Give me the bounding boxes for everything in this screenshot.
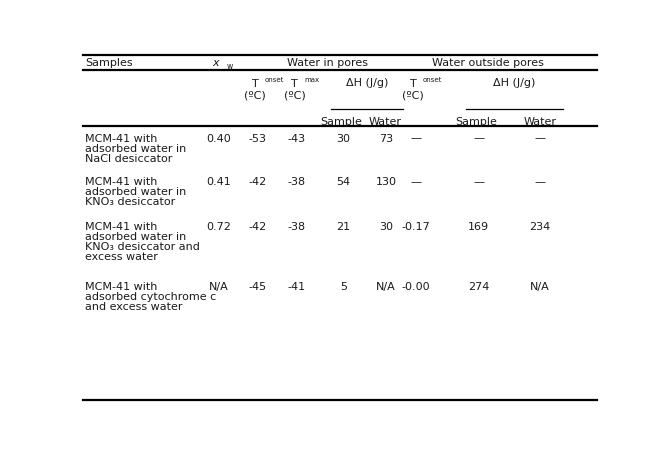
Text: T: T [252, 79, 259, 89]
Text: N/A: N/A [530, 281, 550, 291]
Text: -0.17: -0.17 [402, 221, 430, 231]
Text: Samples: Samples [86, 58, 133, 68]
Text: 0.40: 0.40 [207, 133, 231, 143]
Text: $\it{x}$: $\it{x}$ [212, 58, 221, 68]
Text: 30: 30 [336, 133, 350, 143]
Text: $\mathrm{w}$: $\mathrm{w}$ [226, 62, 234, 71]
Text: onset: onset [423, 77, 442, 83]
Text: MCM-41 with: MCM-41 with [86, 281, 158, 291]
Text: (ºC): (ºC) [244, 90, 266, 100]
Text: max: max [304, 77, 320, 83]
Text: —: — [410, 177, 422, 187]
Text: MCM-41 with: MCM-41 with [86, 221, 158, 231]
Text: ΔH (J/g): ΔH (J/g) [493, 78, 536, 88]
Text: T: T [291, 79, 298, 89]
Text: KNO₃ desiccator: KNO₃ desiccator [86, 197, 176, 207]
Text: 21: 21 [336, 221, 351, 231]
Text: Sample: Sample [455, 116, 497, 126]
Text: 0.72: 0.72 [207, 221, 231, 231]
Text: Water: Water [369, 116, 402, 126]
Text: 274: 274 [468, 281, 489, 291]
Text: -38: -38 [287, 221, 305, 231]
Text: MCM-41 with: MCM-41 with [86, 133, 158, 143]
Text: 130: 130 [375, 177, 396, 187]
Text: 169: 169 [468, 221, 489, 231]
Text: 30: 30 [379, 221, 393, 231]
Text: 234: 234 [530, 221, 551, 231]
Text: -53: -53 [249, 133, 267, 143]
Text: (ºC): (ºC) [284, 90, 306, 100]
Text: N/A: N/A [209, 281, 229, 291]
Text: -0.00: -0.00 [402, 281, 430, 291]
Text: -38: -38 [287, 177, 305, 187]
Text: KNO₃ desiccator and: KNO₃ desiccator and [86, 242, 200, 252]
Text: -43: -43 [287, 133, 305, 143]
Text: —: — [473, 133, 484, 143]
Text: N/A: N/A [376, 281, 396, 291]
Text: ΔH (J/g): ΔH (J/g) [345, 78, 388, 88]
Text: -45: -45 [249, 281, 267, 291]
Text: onset: onset [265, 77, 284, 83]
Text: adsorbed water in: adsorbed water in [86, 187, 187, 197]
Text: 73: 73 [379, 133, 393, 143]
Text: NaCl desiccator: NaCl desiccator [86, 153, 173, 163]
Text: Water outside pores: Water outside pores [432, 58, 544, 68]
Text: adsorbed water in: adsorbed water in [86, 143, 187, 153]
Text: excess water: excess water [86, 252, 158, 262]
Text: (ºC): (ºC) [402, 90, 424, 100]
Text: T: T [410, 79, 416, 89]
Text: 0.41: 0.41 [207, 177, 231, 187]
Text: -41: -41 [287, 281, 305, 291]
Text: 5: 5 [340, 281, 347, 291]
Text: —: — [473, 177, 484, 187]
Text: —: — [534, 133, 546, 143]
Text: MCM-41 with: MCM-41 with [86, 177, 158, 187]
Text: Water in pores: Water in pores [287, 58, 368, 68]
Text: adsorbed water in: adsorbed water in [86, 232, 187, 242]
Text: —: — [534, 177, 546, 187]
Text: Water: Water [524, 116, 557, 126]
Text: Sample: Sample [320, 116, 362, 126]
Text: -42: -42 [249, 177, 267, 187]
Text: adsorbed cytochrome c: adsorbed cytochrome c [86, 291, 217, 302]
Text: —: — [410, 133, 422, 143]
Text: and excess water: and excess water [86, 302, 183, 312]
Text: -42: -42 [249, 221, 267, 231]
Text: 54: 54 [336, 177, 351, 187]
